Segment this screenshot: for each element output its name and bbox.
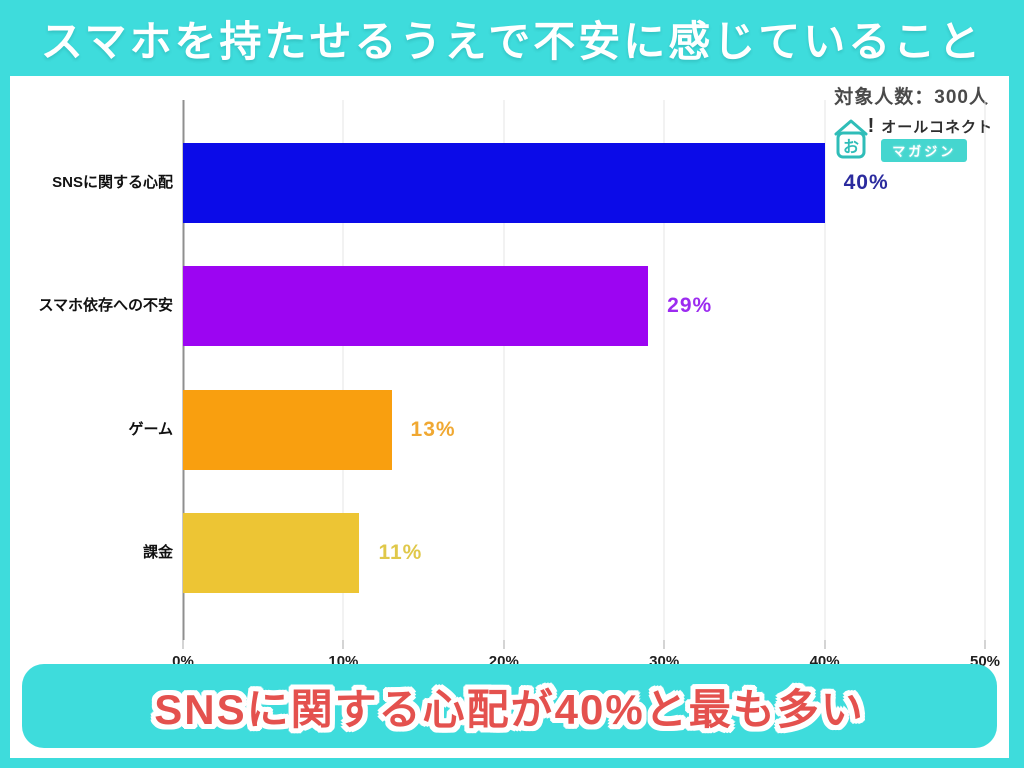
gridline (663, 100, 665, 649)
logo-text-block: オールコネクト マガジン (881, 116, 993, 162)
bar: 13% (183, 389, 455, 470)
conclusion-text: SNSに関する心配が40%と最も多い (154, 685, 865, 733)
bar-track: 11% (183, 513, 985, 594)
bar: 40% (183, 142, 888, 223)
house-icon: お ! (834, 115, 875, 159)
bar: 29% (183, 266, 711, 347)
y-axis-line (182, 100, 185, 649)
gridline (342, 100, 344, 649)
bar-chart: SNSに関する心配 40% スマホ依存への不安 29% ゲーム 13% 課金 11% (10, 100, 1009, 649)
chart-row: 課金 11% (10, 492, 1009, 616)
bar-track: 29% (183, 266, 985, 347)
bar-value-label: 40% (843, 170, 889, 194)
title-band: スマホを持たせるうえで不安に感じていること (0, 0, 1024, 76)
exclamation-icon: ! (868, 115, 875, 137)
conclusion-banner: SNSに関する心配が40%と最も多い (22, 664, 997, 748)
bar-track: 40% (183, 142, 985, 223)
chart-panel: 対象人数：300人 お ! オールコネクト マガジン SNSに関する心配 40% ス… (10, 76, 1009, 758)
gridline (503, 100, 505, 649)
gridline (984, 100, 986, 649)
house-icon-glyph: お (843, 138, 859, 156)
sample-size-note: 対象人数：300人 (834, 87, 989, 108)
category-label: スマホ依存への不安 (38, 297, 173, 315)
category-label: 課金 (142, 544, 173, 562)
chart-row: スマホ依存への不安 29% (10, 245, 1009, 369)
bar-track: 13% (183, 389, 985, 470)
category-label: SNSに関する心配 (52, 173, 173, 191)
chart-rows: SNSに関する心配 40% スマホ依存への不安 29% ゲーム 13% 課金 11% (10, 121, 1009, 615)
chart-row: ゲーム 13% (10, 368, 1009, 492)
logo-magazine-badge: マガジン (881, 139, 968, 162)
chart-grid (182, 100, 986, 649)
chart-row: SNSに関する心配 40% (10, 121, 1009, 245)
bar-value-label: 29% (667, 294, 713, 318)
gridline (824, 100, 826, 649)
category-label: ゲーム (128, 420, 173, 438)
bar-value-label: 13% (410, 417, 456, 441)
logo-brand-name: オールコネクト (881, 119, 993, 136)
brand-logo: お ! オールコネクト マガジン (832, 114, 993, 164)
bar: 11% (183, 513, 421, 594)
bar-value-label: 11% (378, 541, 423, 565)
page-title: スマホを持たせるうえで不安に感じていること (40, 17, 984, 65)
